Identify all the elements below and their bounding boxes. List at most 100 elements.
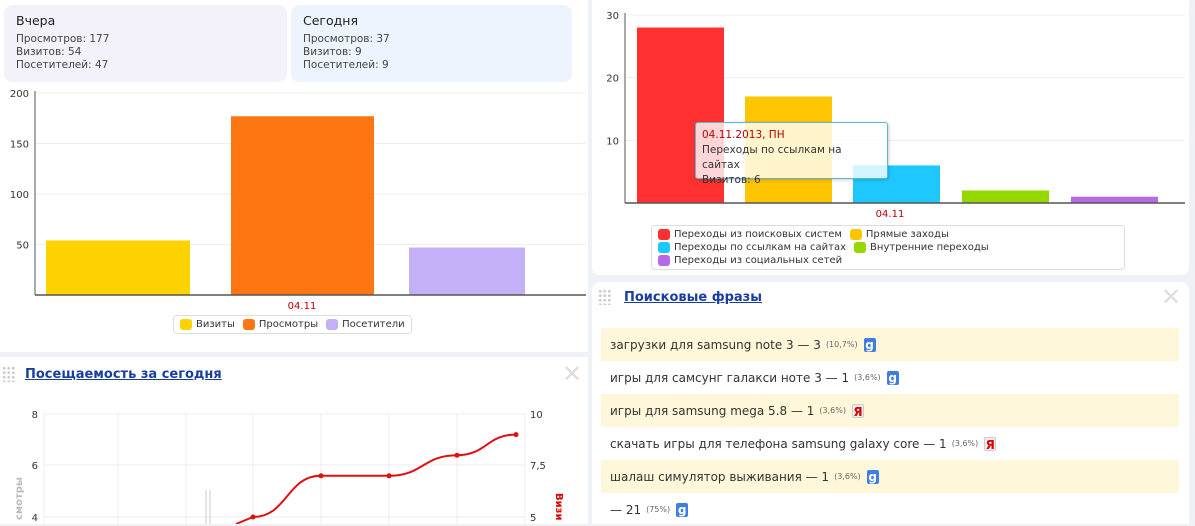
- search-phrase-row: скачать игры для телефона samsung galaxy…: [601, 427, 1179, 460]
- data-point: [454, 452, 460, 458]
- yesterday-title: Вчера: [16, 13, 56, 28]
- legend-swatch: [326, 319, 339, 330]
- legend-item[interactable]: Переходы по ссылкам на сайтах: [658, 242, 846, 253]
- phrase-text: — 21: [610, 502, 642, 517]
- search-phrases-title-link[interactable]: Поисковые фразы: [624, 290, 762, 305]
- y-tick-label-left: 4: [32, 513, 38, 524]
- today-visits: Визитов: 9: [303, 46, 362, 58]
- today-title: Сегодня: [303, 13, 358, 28]
- sources-chart-legend: Переходы из поисковых систем Прямые заход…: [651, 225, 1125, 270]
- legend-swatch: [180, 319, 192, 330]
- today-views: Просмотров: 37: [303, 33, 390, 45]
- yesterday-visits: Визитов: 54: [16, 46, 82, 58]
- series-line: [235, 433, 517, 524]
- today-visitors: Посетителей: 9: [303, 59, 389, 71]
- legend-swatch: [242, 319, 255, 330]
- legend-label: Посетители: [342, 319, 405, 330]
- tooltip-date: 04.11.2013, ПН: [702, 129, 785, 141]
- y-tick-label-left: 8: [32, 410, 38, 421]
- google-icon[interactable]: g: [863, 337, 876, 352]
- legend-item[interactable]: Прямые заходы: [849, 229, 949, 240]
- drag-handle-icon[interactable]: [2, 366, 16, 382]
- google-icon[interactable]: g: [886, 370, 899, 385]
- sources-bar-chart: 10 20 30 04.11: [606, 11, 1185, 220]
- legend-label: Переходы из поисковых систем: [674, 229, 842, 240]
- summary-bar-chart: 50 100 150 200 04.11: [10, 89, 586, 310]
- legend-item[interactable]: Переходы из поисковых систем: [658, 229, 842, 240]
- y-tick-label: 10: [606, 136, 619, 147]
- phrase-text: шалаш симулятор выживания — 1: [610, 469, 830, 484]
- legend-label: Переходы из социальных сетей: [674, 255, 843, 266]
- summary-chart-legend: Визиты Просмотры Посетители: [173, 315, 412, 334]
- y-tick-label-right: 5: [530, 513, 536, 524]
- search-phrase-row: — 21 (75%) g: [601, 493, 1179, 526]
- phrase-percent: (3,6%): [819, 406, 846, 415]
- tooltip-value: Визитов: 6: [702, 174, 761, 186]
- google-icon[interactable]: g: [676, 502, 689, 517]
- yesterday-views: Просмотров: 177: [16, 33, 110, 45]
- legend-label: Внутренние переходы: [870, 242, 989, 253]
- y-tick-label: 20: [606, 74, 619, 85]
- x-tick-label: 04.11: [288, 301, 317, 310]
- search-phrase-row: шалаш симулятор выживания — 1 (3,6%) g: [601, 460, 1179, 493]
- x-tick-label: 04.11: [876, 209, 905, 220]
- yandex-icon[interactable]: Я: [984, 436, 997, 452]
- legend-swatch: [658, 229, 670, 240]
- y-tick-label-right: 10: [530, 410, 543, 421]
- data-point: [386, 473, 392, 479]
- legend-swatch: [658, 255, 670, 266]
- tooltip-series: Переходы по ссылкам на сайтах: [702, 144, 842, 171]
- y-axis-label-right: Визи: [553, 493, 564, 520]
- bar-2: [231, 116, 374, 295]
- yandex-icon[interactable]: Я: [851, 403, 864, 419]
- data-point: [513, 432, 519, 438]
- legend-swatch: [849, 229, 862, 240]
- close-icon[interactable]: ✕: [1161, 283, 1182, 311]
- phrase-percent: (10,7%): [825, 340, 858, 349]
- bar-1: [46, 240, 190, 295]
- legend-item[interactable]: Переходы из социальных сетей: [658, 255, 842, 266]
- legend-item[interactable]: Внутренние переходы: [854, 242, 989, 253]
- phrase-percent: (75%): [646, 505, 671, 514]
- drag-handle-icon[interactable]: [598, 289, 612, 305]
- y-tick-label-right: 7,5: [530, 461, 546, 472]
- traffic-today-title-link[interactable]: Посещаемость за сегодня: [25, 367, 222, 382]
- legend-label: Переходы по ссылкам на сайтах: [674, 242, 847, 253]
- data-point: [250, 514, 256, 520]
- phrase-text: игры для самсунг галакси ноте 3 — 1: [610, 370, 850, 385]
- search-phrase-row: игры для самсунг галакси ноте 3 — 1 (3,6%…: [601, 361, 1179, 394]
- y-tick-label: 100: [10, 190, 29, 201]
- phrase-percent: (3,6%): [854, 373, 881, 382]
- today-summary: Сегодня Просмотров: 37 Визитов: 9 Посети…: [291, 5, 572, 82]
- phrase-percent: (3,6%): [951, 439, 979, 448]
- legend-swatch: [854, 242, 867, 253]
- phrase-text: скачать игры для телефона samsung galaxy…: [610, 436, 947, 451]
- search-phrase-row: загрузки для samsung note 3 — 3 (10,7%) g: [601, 328, 1179, 361]
- phrase-percent: (3,6%): [834, 472, 861, 481]
- bar-5: [1071, 196, 1158, 203]
- search-phrase-row: игры для samsung mega 5.8 — 1 (3,6%) Я: [601, 394, 1179, 427]
- y-tick-label: 50: [16, 241, 29, 252]
- phrase-text: игры для samsung mega 5.8 — 1: [610, 403, 815, 418]
- legend-item[interactable]: Просмотры: [242, 319, 319, 330]
- bar-3: [409, 247, 525, 295]
- phrase-text: загрузки для samsung note 3 — 3: [610, 337, 821, 352]
- data-point: [318, 473, 324, 479]
- legend-label: Просмотры: [258, 319, 319, 330]
- legend-label: Визиты: [196, 319, 235, 330]
- legend-item[interactable]: Визиты: [180, 319, 235, 330]
- legend-item[interactable]: Посетители: [326, 319, 405, 330]
- close-icon[interactable]: ✕: [562, 360, 583, 388]
- google-icon[interactable]: g: [866, 469, 879, 484]
- traffic-today-widget: [0, 357, 588, 524]
- yesterday-visitors: Посетителей: 47: [16, 59, 109, 71]
- y-tick-label: 30: [606, 11, 619, 22]
- chart-tooltip: 04.11.2013, ПН Переходы по ссылкам на са…: [695, 122, 888, 186]
- legend-label: Прямые заходы: [865, 229, 949, 240]
- y-tick-label: 150: [10, 140, 29, 151]
- legend-swatch: [658, 242, 670, 253]
- y-axis-label-left: смотры: [14, 477, 25, 520]
- traffic-line-chart: 4 5 6 7,5 8 10 смотры Визи: [14, 410, 564, 524]
- bar-4: [962, 190, 1049, 203]
- y-tick-label-left: 6: [32, 461, 38, 472]
